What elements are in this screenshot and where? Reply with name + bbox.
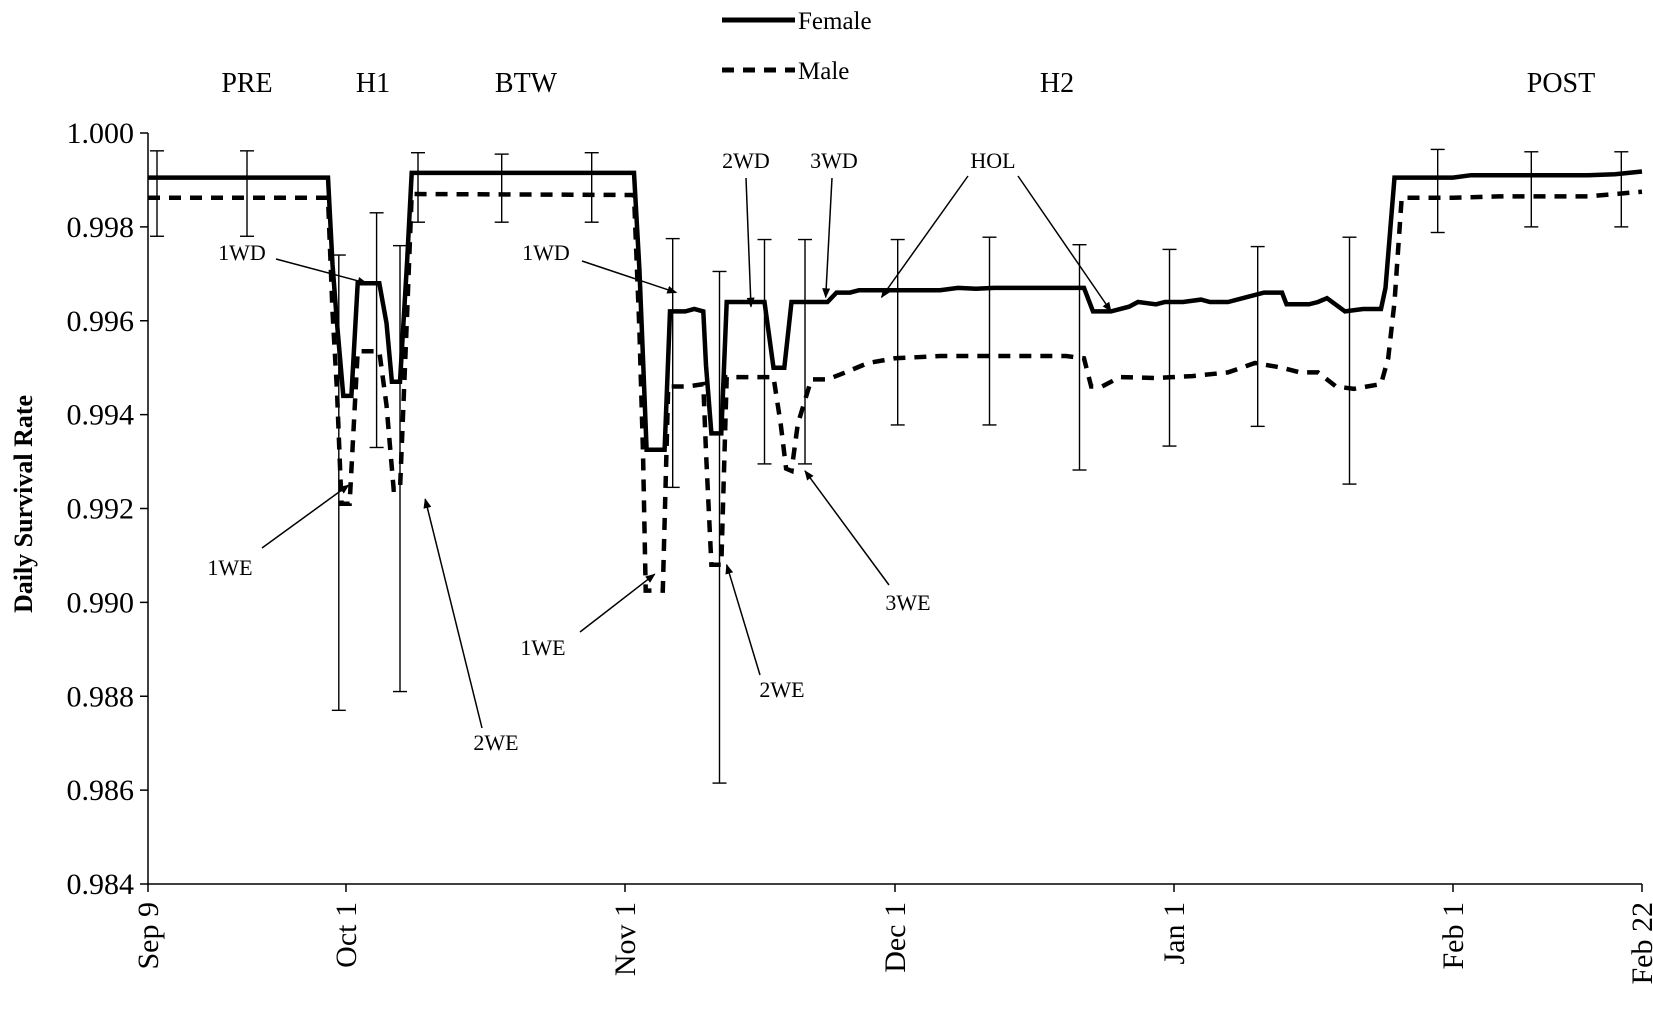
y-tick-label: 0.990: [67, 586, 135, 619]
annotation-3we: 3WE: [804, 470, 931, 615]
error-bar: [411, 152, 425, 223]
annotation-label: HOL: [970, 148, 1015, 173]
annotation-hol: [1017, 175, 1112, 313]
error-bar: [665, 237, 680, 489]
y-tick-label: 0.996: [67, 305, 135, 338]
x-tick-label: Jan 1: [1158, 902, 1191, 965]
series-lines: [148, 169, 1643, 593]
error-bar: [1614, 151, 1629, 228]
error-bar: [494, 153, 509, 223]
phase-labels: PRE H1 BTW H2 POST: [221, 68, 1595, 99]
phase-label: H2: [1040, 68, 1074, 99]
error-bar: [584, 152, 599, 223]
annotation-label: 1WD: [522, 240, 570, 265]
error-bar: [982, 236, 997, 426]
annotation-arrow: [423, 498, 483, 729]
annotation-1we: 1WE: [207, 484, 350, 580]
error-bars: [150, 148, 1629, 784]
phase-label: BTW: [495, 68, 558, 99]
x-tick-label: Dec 1: [879, 902, 912, 973]
y-tick-label: 0.992: [67, 493, 135, 526]
phase-label: H1: [356, 68, 390, 99]
x-tick-label: Nov 1: [609, 902, 642, 976]
error-bar: [240, 150, 254, 237]
x-tick-label: Feb 22: [1626, 902, 1653, 985]
y-tick-label: 1.000: [67, 117, 135, 150]
y-axis-label: Daily Survival Rate: [9, 395, 38, 613]
error-bar: [890, 238, 905, 426]
x-tick-label: Oct 1: [330, 902, 363, 968]
error-bar: [1430, 148, 1445, 234]
annotation-3wd: 3WD: [810, 148, 858, 299]
error-bar: [1162, 248, 1177, 447]
annotation-label: 1WE: [207, 555, 252, 580]
annotation-arrow: [579, 573, 656, 633]
legend-label-female: Female: [798, 8, 872, 35]
error-bar: [757, 238, 772, 465]
annotation-arrow: [804, 470, 890, 586]
annotation-2we: 2WE: [725, 563, 805, 702]
annotation-label: 3WD: [810, 148, 858, 173]
series-line-female: [148, 169, 1643, 453]
x-tick-label: Sep 9: [132, 902, 165, 970]
annotation-1wd: 1WD: [522, 240, 678, 294]
phase-label: PRE: [221, 68, 272, 99]
annotation-label: 2WD: [722, 148, 770, 173]
error-bar: [393, 244, 407, 693]
annotation-2wd: 2WD: [722, 148, 770, 308]
annotation-label: 1WE: [520, 635, 565, 660]
annotation-arrow: [822, 177, 833, 299]
axes: 0.984 0.986 0.988 0.990 0.992 0.994 0.996 0.998…: [67, 117, 1653, 985]
phase-label: POST: [1527, 68, 1595, 99]
error-bar: [798, 238, 812, 465]
annotation-label: 1WD: [218, 240, 266, 265]
error-bar: [1072, 244, 1087, 471]
x-tick-label: Feb 1: [1437, 902, 1470, 970]
annotation-arrow: [745, 177, 755, 308]
annotation-arrow: [261, 484, 350, 549]
annotation-1wd: 1WD: [218, 240, 368, 285]
annotation-label: 2WE: [759, 677, 804, 702]
series-line-male: [148, 189, 1643, 593]
annotation-arrow: [880, 175, 969, 299]
error-bar: [150, 150, 164, 237]
error-bar: [1250, 245, 1265, 428]
annotation-label: 2WE: [473, 730, 518, 755]
annotation-hol: HOL: [880, 148, 1016, 299]
y-tick-label: 0.998: [67, 211, 135, 244]
error-bar: [1524, 151, 1539, 228]
y-tick-label: 0.986: [67, 774, 135, 807]
y-tick-label: 0.988: [67, 680, 135, 713]
annotation-1we: 1WE: [520, 573, 656, 660]
annotation-arrow: [275, 258, 368, 285]
annotation-arrow: [581, 260, 678, 294]
legend: Female Male: [722, 8, 872, 85]
annotation-arrow: [1017, 175, 1112, 313]
y-tick-label: 0.994: [67, 399, 135, 432]
annotation-2we: 2WE: [423, 498, 519, 755]
annotations: 1WD 1WE 2WE 1WD 1WE 2WD 2WE 3WD 3WE HOL: [207, 148, 1112, 755]
error-bar: [369, 212, 384, 449]
legend-label-male: Male: [798, 58, 849, 85]
annotation-label: 3WE: [885, 590, 930, 615]
y-tick-label: 0.984: [67, 868, 135, 901]
annotation-arrow: [725, 563, 761, 676]
error-bar: [712, 270, 727, 784]
error-bar: [1342, 236, 1357, 485]
